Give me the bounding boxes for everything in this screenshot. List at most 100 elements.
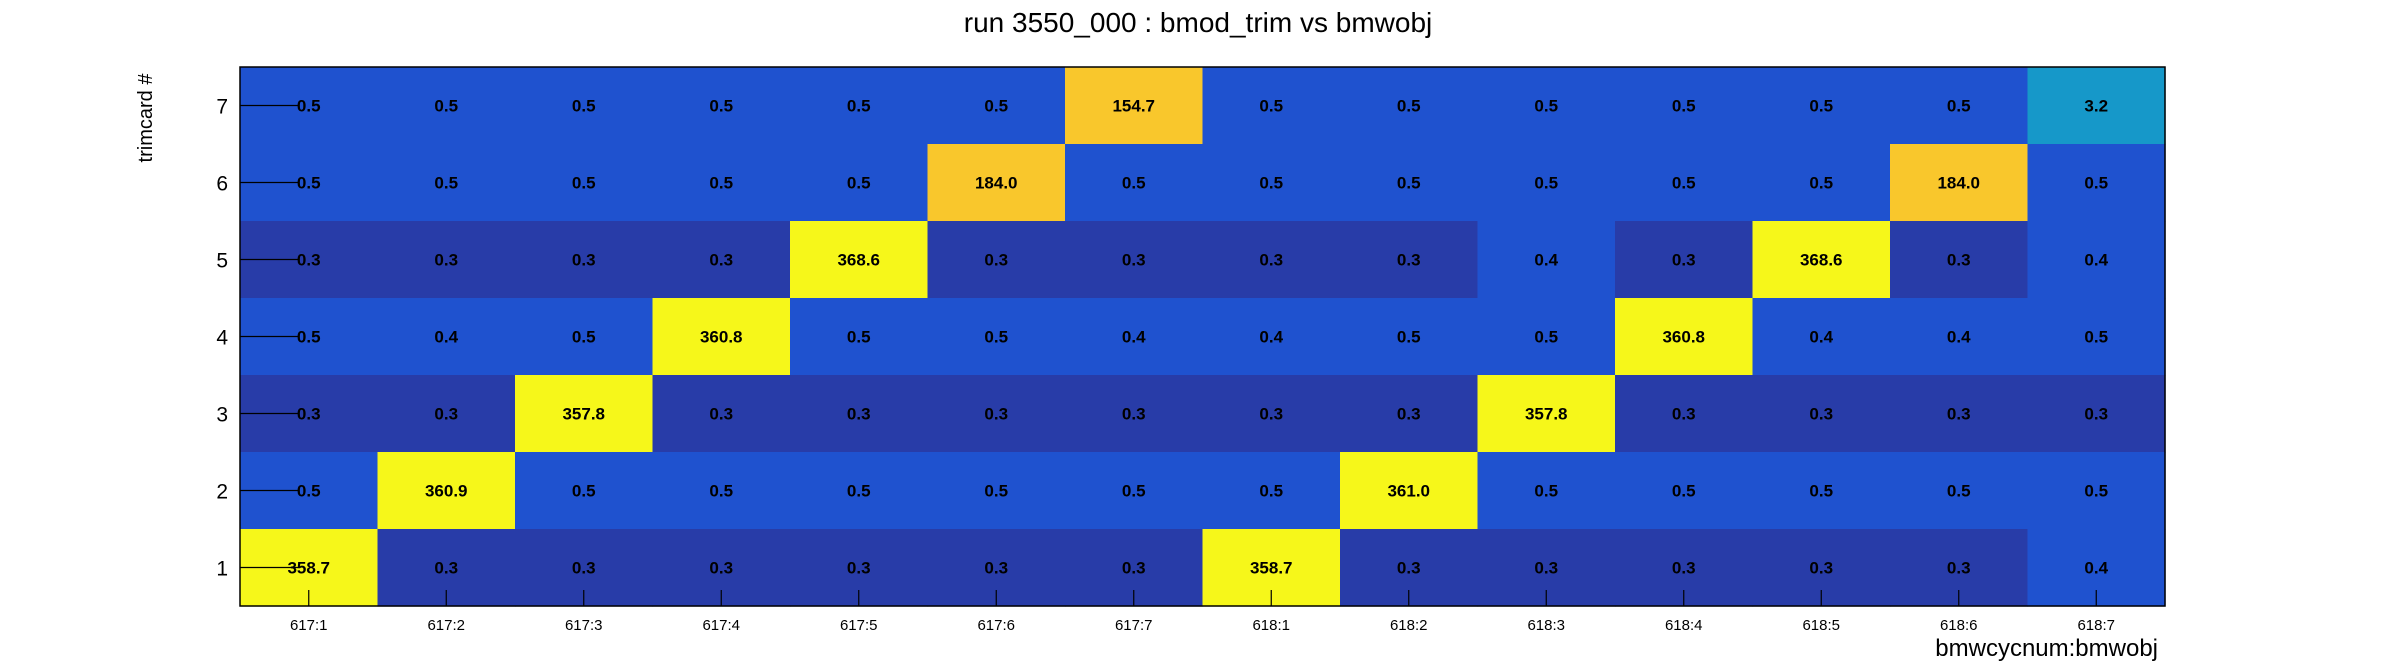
chart-title: run 3550_000 : bmod_trim vs bmwobj xyxy=(964,7,1432,38)
cell-value-label: 0.5 xyxy=(709,482,733,501)
heatmap-cell xyxy=(377,452,516,530)
cell-value-label: 0.5 xyxy=(434,97,458,116)
cell-value-label: 0.3 xyxy=(297,405,321,424)
cell-value-label: 0.4 xyxy=(434,328,458,347)
cell-value-label: 0.3 xyxy=(1809,405,1833,424)
cell-value-label: 361.0 xyxy=(1387,482,1430,501)
cell-value-label: 0.5 xyxy=(709,174,733,193)
cell-value-label: 360.8 xyxy=(700,328,743,347)
cell-value-label: 0.3 xyxy=(1259,251,1283,270)
cell-value-label: 0.4 xyxy=(2084,251,2108,270)
cell-value-label: 0.3 xyxy=(709,251,733,270)
x-tick-label: 618:1 xyxy=(1252,617,1290,634)
cell-value-label: 154.7 xyxy=(1112,97,1155,116)
cell-value-label: 0.5 xyxy=(847,328,871,347)
cell-value-label: 0.3 xyxy=(2084,405,2108,424)
heatmap-cell xyxy=(652,452,791,530)
cell-value-label: 184.0 xyxy=(1937,174,1980,193)
heatmap-cell xyxy=(1477,375,1616,453)
cell-value-label: 184.0 xyxy=(975,174,1018,193)
cell-value-label: 0.5 xyxy=(1672,174,1696,193)
x-tick-label: 617:2 xyxy=(427,617,465,634)
heatmap-cell xyxy=(515,67,654,145)
cell-value-label: 0.5 xyxy=(1534,328,1558,347)
cell-value-labels: 0.5 0.5 0.5 0.5 0.5 0.5 154.7 0.5 0.5 0.5 0.5 0.5 0.… xyxy=(287,97,2108,578)
x-tick-label: 618:6 xyxy=(1940,617,1978,634)
heatmap-cell xyxy=(1752,452,1891,530)
x-tick-label: 618:4 xyxy=(1665,617,1703,634)
cell-value-label: 0.3 xyxy=(1259,405,1283,424)
cell-value-label: 357.8 xyxy=(562,405,605,424)
heatmap-cell xyxy=(1890,67,2029,145)
cell-value-label: 368.6 xyxy=(837,251,880,270)
heatmap-cell xyxy=(377,144,516,222)
cell-value-label: 0.5 xyxy=(2084,174,2108,193)
cell-value-label: 0.3 xyxy=(1809,559,1833,578)
cell-value-label: 0.5 xyxy=(1397,97,1421,116)
cell-value-label: 0.5 xyxy=(1122,174,1146,193)
cell-value-label: 0.5 xyxy=(572,97,596,116)
heatmap-cell xyxy=(1202,375,1341,453)
heatmap-cell xyxy=(1752,298,1891,376)
heatmap-cell xyxy=(927,144,1066,222)
cell-value-label: 0.5 xyxy=(1809,174,1833,193)
cell-value-label: 358.7 xyxy=(1250,559,1293,578)
x-axis-label: bmwcycnum:bmwobj xyxy=(1935,635,2158,662)
heatmap-cell xyxy=(1202,67,1341,145)
heatmap-cell xyxy=(1477,144,1616,222)
y-tick-label: 3 xyxy=(216,404,228,427)
cell-value-label: 0.3 xyxy=(572,559,596,578)
heatmap-cell xyxy=(927,452,1066,530)
x-tick-label: 617:3 xyxy=(565,617,603,634)
heatmap-cell xyxy=(1065,375,1204,453)
heatmap-cell xyxy=(515,375,654,453)
heatmap-cell xyxy=(1615,144,1754,222)
heatmap-cell xyxy=(1615,452,1754,530)
cell-value-label: 0.3 xyxy=(709,559,733,578)
cell-value-label: 0.3 xyxy=(1122,251,1146,270)
cell-value-label: 0.5 xyxy=(572,482,596,501)
cell-value-label: 0.3 xyxy=(434,251,458,270)
cell-value-label: 357.8 xyxy=(1525,405,1568,424)
x-tick-label: 617:4 xyxy=(702,617,740,634)
cell-value-label: 0.4 xyxy=(2084,559,2108,578)
cell-value-label: 0.4 xyxy=(1947,328,1971,347)
heatmap-cell xyxy=(1615,221,1754,299)
cell-value-label: 0.5 xyxy=(1259,482,1283,501)
heatmap-cell xyxy=(927,67,1066,145)
heatmap-cell xyxy=(1202,452,1341,530)
cell-value-label: 0.5 xyxy=(1534,482,1558,501)
heatmap-cell xyxy=(2027,221,2166,299)
heatmap-cell xyxy=(377,221,516,299)
heatmap-cells xyxy=(240,67,2166,607)
heatmap-cell xyxy=(1202,221,1341,299)
cell-value-label: 0.3 xyxy=(1122,559,1146,578)
heatmap-cell xyxy=(1477,67,1616,145)
cell-value-label: 0.5 xyxy=(1809,482,1833,501)
heatmap-cell xyxy=(2027,67,2166,145)
heatmap-cell xyxy=(1065,144,1204,222)
cell-value-label: 0.5 xyxy=(297,328,321,347)
heatmap-cell xyxy=(927,375,1066,453)
heatmap-cell xyxy=(2027,452,2166,530)
cell-value-label: 0.3 xyxy=(847,559,871,578)
heatmap-cell xyxy=(377,67,516,145)
cell-value-label: 0.5 xyxy=(709,97,733,116)
cell-value-label: 0.4 xyxy=(1809,328,1833,347)
cell-value-label: 0.3 xyxy=(984,559,1008,578)
plot-frame xyxy=(239,66,2166,607)
heatmap-cell xyxy=(790,144,929,222)
heatmap-cell xyxy=(790,375,929,453)
axes: 7 6 5 4 3 2 1 617:1 617:2 617:3 617:4 617:5 617:6 617… xyxy=(216,96,2115,635)
heatmap-cell xyxy=(515,144,654,222)
cell-value-label: 0.5 xyxy=(847,97,871,116)
x-tick-label: 618:7 xyxy=(2077,617,2115,634)
heatmap-cell xyxy=(2027,375,2166,453)
cell-value-label: 0.3 xyxy=(1397,405,1421,424)
cell-value-label: 0.5 xyxy=(1397,328,1421,347)
heatmap-cell xyxy=(1477,452,1616,530)
heatmap-cell xyxy=(1065,67,1204,145)
heatmap-cell xyxy=(1477,298,1616,376)
cell-value-label: 3.2 xyxy=(2084,97,2108,116)
cell-value-label: 0.4 xyxy=(1534,251,1558,270)
